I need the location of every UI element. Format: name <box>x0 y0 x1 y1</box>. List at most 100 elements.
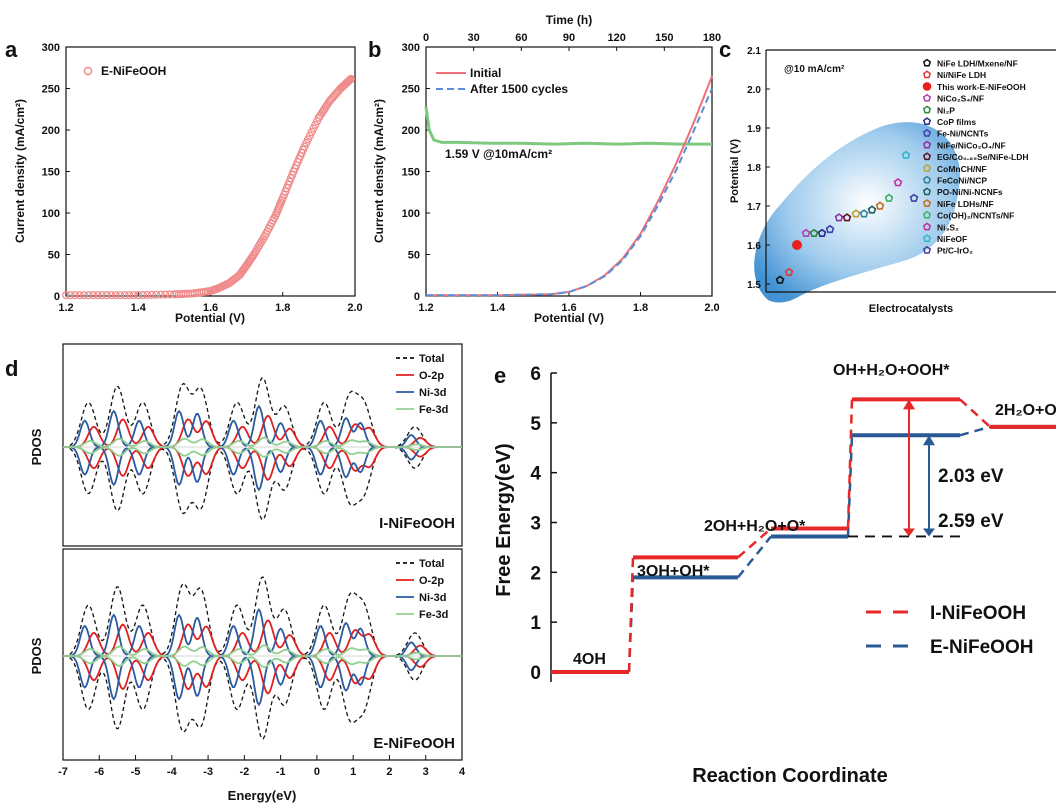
data-point <box>107 291 116 300</box>
data-point <box>825 224 835 234</box>
legend-marker <box>922 70 932 79</box>
legend-label: NiCo₂S₄/NF <box>937 94 984 104</box>
x-tick-label: 1.8 <box>633 302 648 314</box>
panel-label-e: e <box>494 363 506 388</box>
data-point <box>98 291 107 300</box>
legend-label: E-NiFeOOH <box>101 64 166 78</box>
step-label: OH+H₂O+OOH* <box>833 362 950 379</box>
y-tick-label: 1.6 <box>747 241 761 252</box>
legend-label: PO-Ni/Ni-NCNFs <box>937 187 1003 197</box>
energy-connector <box>846 399 854 529</box>
legend-marker <box>922 245 932 254</box>
initial-curve <box>426 75 713 297</box>
data-point <box>834 213 844 222</box>
legend-label: O-2p <box>419 370 444 382</box>
y-tick-label: 5 <box>530 414 541 435</box>
data-point <box>143 290 152 300</box>
legend-marker <box>922 163 932 172</box>
y-tick-label: 50 <box>48 250 60 262</box>
y-tick-label: 50 <box>408 250 420 262</box>
x-tick-label: 1.6 <box>203 302 218 314</box>
y-tick-label: 250 <box>402 84 420 96</box>
top-x-tick-label: 90 <box>563 32 575 44</box>
data-point <box>80 291 89 300</box>
y-axis-label: PDOS <box>29 428 44 465</box>
energy-connector <box>627 557 635 673</box>
y-tick-label: 200 <box>42 125 60 137</box>
data-point <box>875 201 885 210</box>
y-tick-label: 0 <box>414 291 420 303</box>
y-axis-label: PDOS <box>29 637 44 674</box>
x-tick-label: -5 <box>131 766 141 778</box>
arrowhead <box>923 528 935 537</box>
x-axis-label: Energy(eV) <box>228 788 297 803</box>
top-x-tick-label: 120 <box>607 32 625 44</box>
data-point <box>775 275 785 284</box>
x-tick-label: 1.2 <box>418 302 433 314</box>
pdos-curve-total-up <box>62 377 462 448</box>
legend-label: I-NiFeOOH <box>930 603 1026 624</box>
legend-marker <box>922 210 932 219</box>
x-tick-label: 1.4 <box>131 302 147 314</box>
legend-label: Fe-Ni/NCNTs <box>937 129 989 139</box>
legend-label: Ni-3d <box>419 592 447 604</box>
data-point <box>147 290 156 299</box>
y-axis-label: Current density (mA/cm²) <box>13 99 27 243</box>
x-tick-label: 1.4 <box>490 302 506 314</box>
plot-frame-d-1 <box>62 548 463 761</box>
annotation: 1.59 V @10mA/cm² <box>445 147 552 161</box>
data-point <box>893 178 903 187</box>
subplot-label: I-NiFeOOH <box>379 515 455 532</box>
y-tick-label: 3 <box>530 514 541 535</box>
legend-label: Fe-3d <box>419 404 448 416</box>
legend-marker <box>922 234 932 243</box>
x-tick-label: -3 <box>203 766 213 778</box>
y-tick-label: 2.0 <box>747 85 761 96</box>
legend-label: O-2p <box>419 575 444 587</box>
legend-marker <box>922 117 932 126</box>
y-tick-label: 2 <box>530 563 541 584</box>
x-tick-label: 4 <box>459 766 466 778</box>
step-label: 3OH+OH* <box>637 563 710 580</box>
y-tick-label: 6 <box>530 364 541 385</box>
data-point <box>156 290 165 299</box>
legend-marker <box>922 128 932 137</box>
pdos-curve-total-up <box>62 576 462 657</box>
legend-marker <box>922 140 932 149</box>
legend-label: EG/Co₀.₈₅Se/NiFe-LDH <box>937 152 1029 162</box>
y-tick-label: 1.9 <box>747 124 761 135</box>
legend-label: NiFeOF <box>937 234 967 244</box>
top-x-tick-label: 150 <box>655 32 673 44</box>
x-axis-label: Reaction Coordinate <box>692 765 888 787</box>
chart-d: Total O-2p Ni-3d Fe-3d I-NiFeOOH PDOS Total O-2… <box>29 343 466 803</box>
data-point <box>61 291 71 300</box>
chart-a: 1.2 1.4 1.6 1.8 2.0 0 50 100 150 200 250 300 E-NiFeO… <box>13 42 363 325</box>
x-tick-label: -7 <box>58 766 68 778</box>
data-point <box>120 291 129 300</box>
gap-label-e: 2.03 eV <box>938 466 1004 487</box>
legend-label: NiFe LDH/Mxene/NF <box>937 59 1018 69</box>
data-point <box>792 240 802 250</box>
step-label: 2OH+H₂O+O* <box>704 518 806 535</box>
legend-label: Co(OH)₂/NCNTs/NF <box>937 211 1014 221</box>
energy-connector <box>959 425 991 437</box>
y-tick-label: 1.8 <box>747 163 761 174</box>
y-tick-label: 100 <box>402 208 420 220</box>
panel-label-d: d <box>5 356 18 381</box>
plot-frame-b <box>425 46 713 297</box>
y-tick-label: 1 <box>530 613 541 634</box>
legend-label: Initial <box>470 66 501 80</box>
y-tick-label: 150 <box>42 167 60 179</box>
data-point <box>125 291 134 300</box>
pdos-curve-total-down <box>62 655 462 740</box>
data-point <box>801 228 811 237</box>
y-tick-label: 300 <box>402 42 420 54</box>
top-x-tick-label: 30 <box>468 32 480 44</box>
legend-marker <box>922 187 932 196</box>
data-point <box>817 228 827 237</box>
legend-label: NiFe/NiCo₂O₄/NF <box>937 140 1006 150</box>
data-point <box>129 291 138 300</box>
data-point <box>138 291 147 300</box>
data-point <box>867 205 877 214</box>
